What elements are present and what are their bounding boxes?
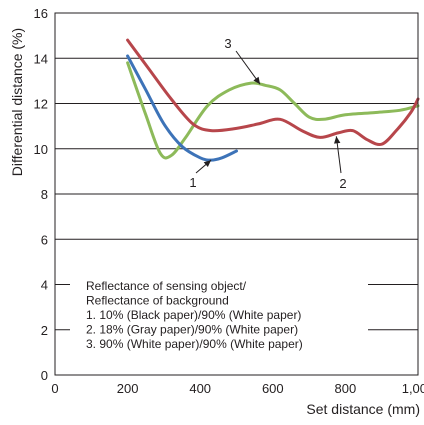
- grid-lines: [55, 57, 418, 331]
- series-line-3: [126, 61, 420, 160]
- legend-line: 3. 90% (White paper)/90% (White paper): [86, 337, 303, 351]
- callout-label-2: 2: [339, 176, 346, 191]
- y-tick-label: 12: [34, 97, 48, 112]
- legend-line: 1. 10% (Black paper)/90% (White paper): [86, 308, 301, 322]
- legend: Reflectance of sensing object/Reflectanc…: [86, 279, 303, 351]
- y-axis-label: Differential distance (%): [9, 28, 25, 176]
- y-tick-label: 6: [41, 232, 48, 247]
- series-line-2: [126, 38, 420, 147]
- callout-arrowhead: [203, 160, 212, 168]
- y-tick-label: 8: [41, 187, 48, 202]
- y-tick-label: 10: [34, 142, 48, 157]
- x-tick-label: 400: [189, 381, 211, 396]
- legend-line: Reflectance of background: [86, 294, 229, 308]
- callout-arrowhead: [334, 136, 341, 144]
- x-tick-label: 600: [262, 381, 284, 396]
- callout-label-1: 1: [189, 175, 196, 190]
- y-tick-label: 0: [41, 368, 48, 383]
- callouts: 1 2 3: [189, 36, 346, 191]
- series-lines: [126, 38, 420, 162]
- legend-line: 2. 18% (Gray paper)/90% (White paper): [86, 323, 298, 337]
- series-line-1: [126, 54, 238, 162]
- y-tick-label: 4: [41, 278, 48, 293]
- callout-label-3: 3: [224, 36, 231, 51]
- callout-arrowhead: [253, 76, 261, 85]
- legend-line: Reflectance of sensing object/: [86, 279, 247, 293]
- x-tick-label: 800: [335, 381, 357, 396]
- x-tick-label: 0: [51, 381, 58, 396]
- y-tick-label: 16: [34, 6, 48, 21]
- x-tick-label: 1,000: [402, 381, 424, 396]
- plot-frame: [54, 12, 419, 376]
- x-axis-label: Set distance (mm): [306, 401, 420, 417]
- y-tick-label: 14: [34, 51, 48, 66]
- y-tick-label: 2: [41, 323, 48, 338]
- x-tick-label: 200: [117, 381, 139, 396]
